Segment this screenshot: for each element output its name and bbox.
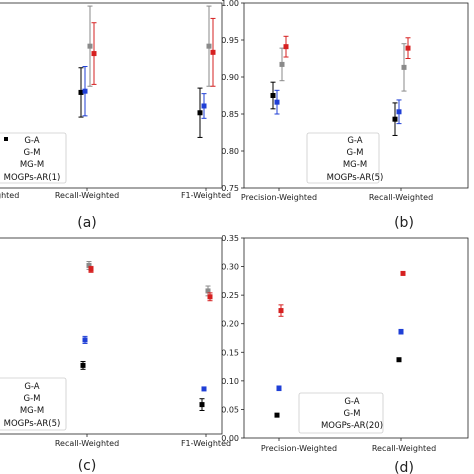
legend-label-mg-m: MG-M: [20, 406, 44, 416]
data-point: [206, 43, 212, 49]
panel-c-caption: (c): [78, 458, 97, 474]
data-point: [405, 45, 411, 51]
panel-b-y-axis: 0.75 0.80 0.85 0.90 0.95 1.00: [221, 0, 244, 193]
data-point: [197, 110, 203, 116]
x-tick-label-b-2: Recall-Weighted: [369, 193, 433, 202]
y-tick-label: 0.35: [221, 234, 239, 243]
data-point: [201, 386, 207, 392]
panel-a: G-A G-M MG-M MOGPs-AR(1) ghted Recall-We…: [0, 2, 231, 231]
legend-label-g-m: G-M: [344, 409, 361, 419]
data-point: [392, 116, 398, 122]
data-point: [274, 412, 280, 418]
x-tick-label-a-1: ghted: [0, 191, 19, 200]
y-tick-label: 0.85: [221, 110, 239, 119]
y-tick-label: 0.10: [221, 377, 239, 386]
y-tick-label: 0.80: [221, 147, 239, 156]
x-tick-label-a-2: Recall-Weighted: [55, 191, 119, 200]
legend-label-mg-m: MG-M: [20, 160, 44, 170]
y-tick-label: 0.20: [221, 320, 239, 329]
data-point: [86, 262, 92, 268]
panel-b-legend-box: [306, 132, 380, 184]
panel-c-frame: [0, 237, 223, 435]
x-tick-label-b-1: Precision-Weighted: [241, 193, 317, 202]
data-point: [396, 109, 402, 115]
data-point: [201, 103, 207, 109]
data-point: [274, 99, 280, 105]
data-point: [78, 89, 84, 95]
panel-c-legend: G-A G-M MG-M MOGPs-AR(5): [0, 377, 67, 431]
x-tick-label-c-2: Recall-Weighted: [55, 439, 119, 448]
data-point: [210, 49, 216, 55]
data-point: [82, 337, 88, 343]
x-tick-label-d-1: Precision-Weighted: [261, 444, 337, 453]
panel-d-legend: G-A G-M MOGPs-AR(20): [298, 392, 384, 434]
legend-label-mogps-ar: MOGPs-AR(20): [321, 421, 383, 431]
y-tick-label: 1.00: [221, 0, 239, 8]
panel-d-frame: [243, 237, 469, 439]
data-point: [396, 357, 402, 363]
panel-a-marks: [3, 5, 216, 191]
legend-label-g-a: G-A: [344, 397, 359, 407]
panel-b-caption: (b): [394, 215, 414, 231]
x-tick-label-c-3: F1-Weighted: [181, 439, 231, 448]
panel-a-caption: (a): [77, 215, 97, 231]
panel-d-caption: (d): [394, 460, 414, 474]
legend-label-g-a: G-A: [24, 382, 39, 392]
panel-d-legend-box: [298, 392, 384, 434]
data-point: [279, 61, 285, 67]
data-point: [205, 288, 211, 294]
legend-label-g-m: G-M: [24, 148, 41, 158]
y-tick-label: 0.95: [221, 36, 239, 45]
data-point: [276, 385, 282, 391]
panel-c: G-A G-M MG-M MOGPs-AR(5) Recall-Weighted…: [0, 237, 231, 474]
legend-label-mogps-ar: MOGPs-AR(5): [4, 419, 61, 429]
y-tick-label: 0.30: [221, 263, 239, 272]
panel-a-frame: [0, 2, 223, 189]
panel-b-frame: [243, 2, 469, 189]
data-point: [400, 270, 406, 276]
data-point: [80, 362, 86, 368]
data-point: [88, 266, 94, 272]
data-point: [82, 88, 88, 94]
legend-marker-g-a: [4, 137, 8, 141]
y-tick-label: 0.90: [221, 73, 239, 82]
legend-label-g-m: G-M: [24, 394, 41, 404]
panel-b-legend: G-A G-M MG-M MOGPs-AR(5): [306, 132, 384, 184]
panel-d: 0.00 0.05 0.10 0.15 0.20 0.25 0.30 0.35 G-A G-M…: [221, 234, 469, 474]
legend-label-g-a: G-A: [24, 136, 39, 146]
legend-label-mogps-ar: MOGPs-AR(1): [4, 173, 61, 183]
data-point: [199, 402, 205, 408]
x-tick-label-a-3: F1-Weighted: [181, 191, 231, 200]
data-point: [278, 308, 284, 314]
data-point: [283, 44, 289, 50]
data-point: [207, 294, 213, 300]
data-point: [401, 64, 407, 70]
panel-a-legend: G-A G-M MG-M MOGPs-AR(1): [0, 132, 67, 184]
panel-b: 0.75 0.80 0.85 0.90 0.95 1.00 G-A G-M MG-M MO…: [221, 0, 469, 231]
y-tick-label: 0.25: [221, 291, 239, 300]
data-point: [91, 51, 97, 57]
y-tick-label: 0.00: [221, 434, 239, 443]
data-point: [398, 329, 404, 335]
x-tick-label-d-2: Recall-Weighted: [372, 444, 436, 453]
legend-label-g-a: G-A: [347, 136, 362, 146]
panel-d-y-axis: 0.00 0.05 0.10 0.15 0.20 0.25 0.30 0.35: [221, 234, 244, 443]
legend-label-g-m: G-M: [347, 148, 364, 158]
data-point: [270, 93, 276, 98]
panel-a-legend-box: [0, 132, 67, 184]
y-tick-label: 0.75: [221, 184, 239, 193]
y-tick-label: 0.05: [221, 405, 239, 414]
y-tick-label: 0.15: [221, 348, 239, 357]
data-point: [87, 43, 93, 49]
legend-label-mogps-ar: MOGPs-AR(5): [327, 173, 384, 183]
legend-label-mg-m: MG-M: [343, 160, 367, 170]
panel-c-legend-box: [0, 377, 67, 431]
